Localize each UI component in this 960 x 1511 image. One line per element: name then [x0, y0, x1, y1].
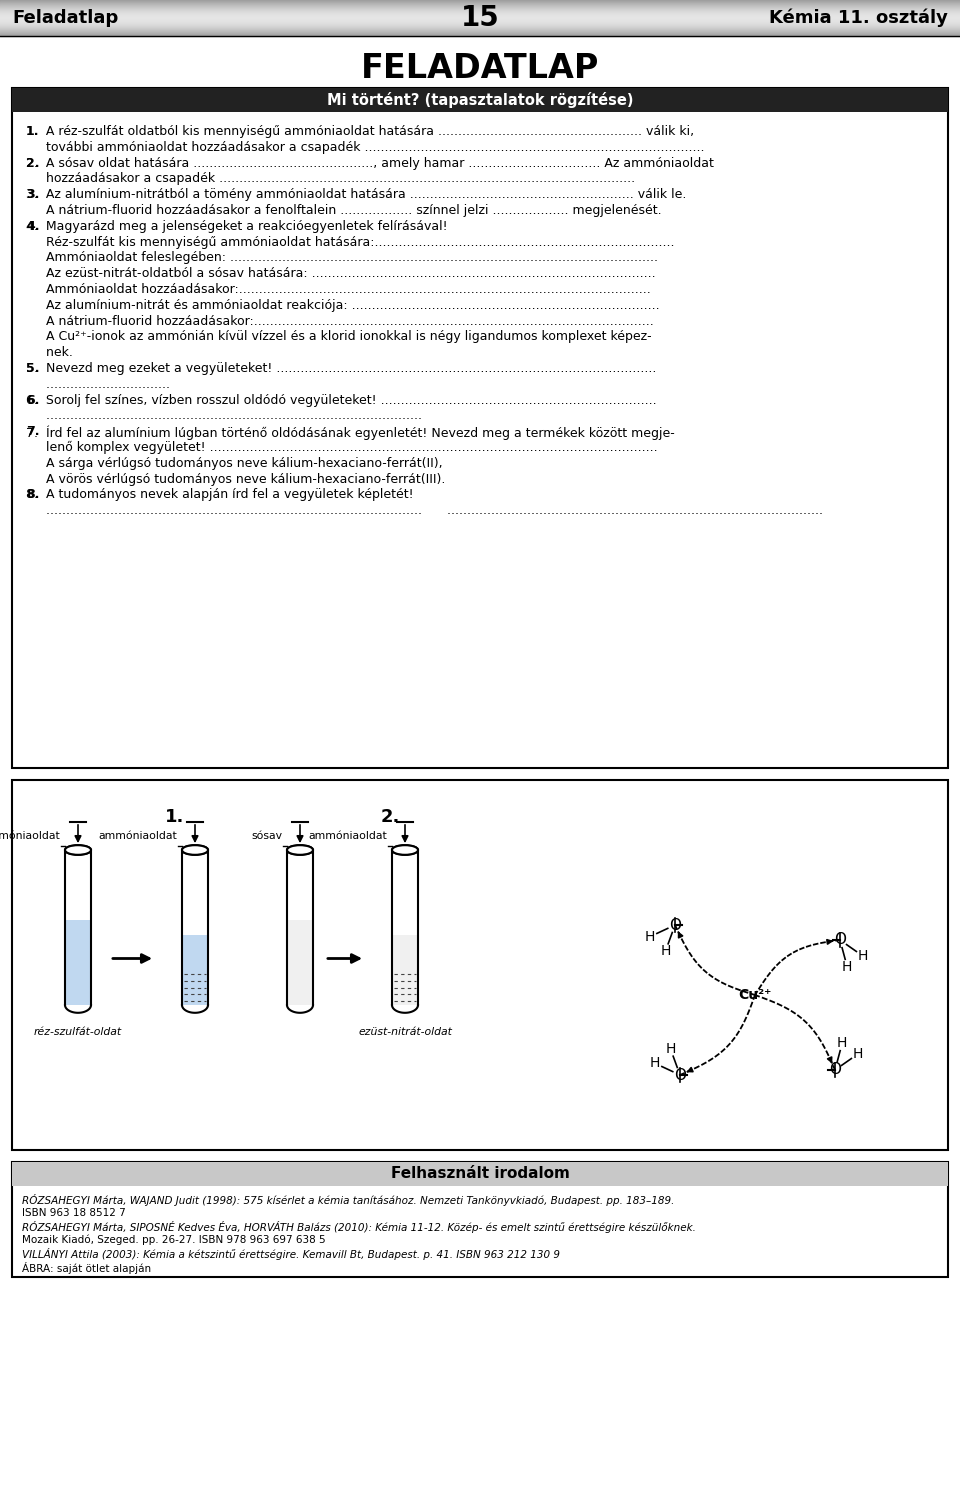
Text: O: O	[834, 932, 846, 947]
Ellipse shape	[392, 845, 418, 855]
Text: Ammóniaoldat feleslegében: .....................................................: Ammóniaoldat feleslegében: .............…	[26, 251, 658, 264]
Bar	[12, 88, 948, 768]
Text: 2.: 2.	[380, 808, 399, 827]
Text: A sárga vérlúgsó tudományos neve kálium-hexaciano-ferrát(II),: A sárga vérlúgsó tudományos neve kálium-…	[26, 456, 443, 470]
Text: 3.: 3.	[26, 189, 39, 201]
Text: O: O	[829, 1062, 841, 1077]
Ellipse shape	[287, 845, 313, 855]
Ellipse shape	[287, 845, 313, 855]
Bar	[288, 920, 312, 1005]
Text: O: O	[674, 1067, 686, 1082]
Text: 6.: 6.	[26, 393, 39, 406]
Text: 5.  Nevezd meg ezeket a vegyületeket! ..........................................: 5. Nevezd meg ezeket a vegyületeket! ...…	[26, 363, 657, 375]
Text: RÓZSAHEGYI Márta, WAJAND Judit (1998): 575 kísérlet a kémia tanításához. Nemzeti: RÓZSAHEGYI Márta, WAJAND Judit (1998): 5…	[22, 1194, 674, 1206]
Text: 15: 15	[461, 5, 499, 32]
Text: ÁBRA: saját ötlet alapján: ÁBRA: saját ötlet alapján	[22, 1262, 151, 1274]
Text: Ammóniaoldat hozzáadásakor:.....................................................: Ammóniaoldat hozzáadásakor:.............…	[26, 283, 651, 296]
Text: A Cu²⁺-ionok az ammónián kívül vízzel és a klorid ionokkal is négy ligandumos ko: A Cu²⁺-ionok az ammónián kívül vízzel és…	[26, 331, 652, 343]
Text: ...............................: ...............................	[26, 378, 170, 391]
Ellipse shape	[182, 845, 208, 855]
Ellipse shape	[65, 845, 91, 855]
Text: 3.  Az alumínium-nitrátból a tömény ammóniaoldat hatására ......................: 3. Az alumínium-nitrátból a tömény ammón…	[26, 189, 686, 201]
Bar	[12, 1162, 948, 1186]
Text: ISBN 963 18 8512 7: ISBN 963 18 8512 7	[22, 1207, 126, 1218]
Text: 2.  A sósav oldat hatására ............................................., amely : 2. A sósav oldat hatására ..............…	[26, 157, 714, 169]
Text: ammóniaoldat: ammóniaoldat	[0, 831, 60, 842]
Text: további ammóniaoldat hozzáadásakor a csapadék ..................................: további ammóniaoldat hozzáadásakor a csa…	[26, 141, 705, 154]
Text: 1.: 1.	[26, 125, 39, 138]
Bar	[12, 780, 948, 1150]
Text: Feladatlap: Feladatlap	[12, 9, 118, 27]
Text: Az alumínium-nitrát és ammóniaoldat reakciója: .................................: Az alumínium-nitrát és ammóniaoldat reak…	[26, 299, 660, 311]
Text: A vörös vérlúgsó tudományos neve kálium-hexaciano-ferrát(III).: A vörös vérlúgsó tudományos neve kálium-…	[26, 473, 445, 485]
Bar	[183, 935, 207, 1005]
Text: 1.: 1.	[165, 808, 184, 827]
Text: hozzáadásakor a csapadék .......................................................: hozzáadásakor a csapadék ...............…	[26, 172, 636, 186]
Text: 4.  Magyarázd meg a jelenségeket a reakcióegyenletek felírásával!: 4. Magyarázd meg a jelenségeket a reakci…	[26, 219, 447, 233]
Text: Mi történt? (tapasztalatok rögzítése): Mi történt? (tapasztalatok rögzítése)	[326, 92, 634, 107]
Text: sósav: sósav	[251, 831, 282, 842]
Text: H: H	[842, 959, 852, 975]
Text: H: H	[649, 1056, 660, 1070]
Text: 1.  A réz-szulfát oldatból kis mennyiségű ammóniaoldat hatására ................: 1. A réz-szulfát oldatból kis mennyiségű…	[26, 125, 694, 138]
Text: ezüst-nitrát-oldat: ezüst-nitrát-oldat	[358, 1027, 452, 1037]
Text: Az ezüst-nitrát-oldatból a sósav hatására: .....................................: Az ezüst-nitrát-oldatból a sósav hatásár…	[26, 267, 656, 280]
Bar	[66, 920, 90, 1005]
Text: Cu²⁺: Cu²⁺	[738, 988, 772, 1002]
Text: H: H	[644, 929, 655, 944]
Text: 7.  Írd fel az alumínium lúgban történő oldódásának egyenletét! Nevezd meg a ter: 7. Írd fel az alumínium lúgban történő o…	[26, 425, 675, 440]
Text: ................................................................................: ........................................…	[26, 409, 422, 423]
Text: ammóniaoldat: ammóniaoldat	[98, 831, 177, 842]
Text: H: H	[857, 949, 868, 963]
Bar	[12, 88, 948, 112]
Text: nek.: nek.	[26, 346, 73, 360]
Text: réz-szulfát-oldat: réz-szulfát-oldat	[34, 1027, 122, 1037]
Text: 4.: 4.	[26, 219, 39, 233]
Text: ammóniaoldat: ammóniaoldat	[308, 831, 387, 842]
Text: A nátrium-fluorid hozzáadásakor:................................................: A nátrium-fluorid hozzáadásakor:........…	[26, 314, 654, 328]
Text: RÓZSAHEGYI Márta, SIPOSNÉ Kedves Éva, HORVÁTH Balázs (2010): Kémia 11-12. Közép-: RÓZSAHEGYI Márta, SIPOSNÉ Kedves Éva, HO…	[22, 1221, 696, 1233]
Ellipse shape	[65, 845, 91, 855]
Text: 5.: 5.	[26, 363, 39, 375]
Ellipse shape	[182, 845, 208, 855]
Bar	[393, 935, 417, 1005]
Text: 8.  A tudományos nevek alapján írd fel a vegyületek képletét!: 8. A tudományos nevek alapján írd fel a …	[26, 488, 414, 502]
Bar	[12, 1162, 948, 1277]
Text: H: H	[665, 1041, 676, 1056]
Text: Felhasznált irodalom: Felhasznált irodalom	[391, 1166, 569, 1182]
Text: H: H	[660, 944, 671, 958]
Text: 7.: 7.	[26, 425, 39, 438]
Text: H: H	[852, 1047, 863, 1061]
Text: VILLÁNYI Attila (2003): Kémia a kétszintű érettségire. Kemavill Bt, Budapest. p.: VILLÁNYI Attila (2003): Kémia a kétszint…	[22, 1248, 560, 1260]
Text: lenő komplex vegyületet! .......................................................: lenő komplex vegyületet! ...............…	[26, 441, 658, 455]
Text: 2.: 2.	[26, 157, 39, 169]
Ellipse shape	[392, 845, 418, 855]
Text: ................................................................................: ........................................…	[26, 505, 823, 517]
Text: 8.: 8.	[26, 488, 39, 502]
Text: FELADATLAP: FELADATLAP	[361, 51, 599, 85]
Text: Réz-szulfát kis mennyiségű ammóniaoldat hatására:...............................: Réz-szulfát kis mennyiségű ammóniaoldat …	[26, 236, 675, 249]
Text: 6.  Sorolj fel színes, vízben rosszul oldódó vegyületeket! .....................: 6. Sorolj fel színes, vízben rosszul old…	[26, 393, 657, 406]
Text: Kémia 11. osztály: Kémia 11. osztály	[769, 9, 948, 27]
Text: H: H	[837, 1037, 848, 1050]
Text: Mozaik Kiadó, Szeged. pp. 26-27. ISBN 978 963 697 638 5: Mozaik Kiadó, Szeged. pp. 26-27. ISBN 97…	[22, 1234, 325, 1245]
Text: O: O	[669, 917, 681, 932]
Text: A nátrium-fluorid hozzáadásakor a fenolftalein .................. színnel jelzi : A nátrium-fluorid hozzáadásakor a fenolf…	[26, 204, 661, 218]
